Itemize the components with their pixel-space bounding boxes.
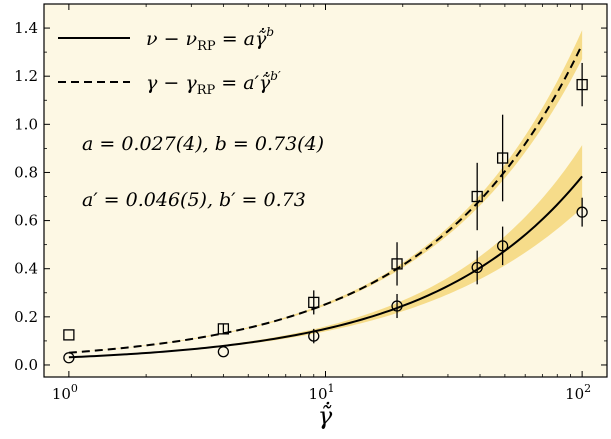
x-tick-exponent: 1 <box>328 382 335 395</box>
legend-text-part: ν − ν <box>146 28 198 50</box>
legend-text-part: = a′ <box>215 72 259 94</box>
data-point-square <box>471 190 483 203</box>
legend: ν − νRP = aγ̃̇bγ − γRP = a′γ̃̇b′ <box>58 25 281 98</box>
x-tick-label: 102 <box>565 382 591 403</box>
y-tick-label: 0.0 <box>14 356 38 374</box>
legend-text-part: b <box>266 25 274 39</box>
x-tick-exponent: 2 <box>584 382 591 395</box>
data-point-circle <box>63 352 75 364</box>
fit-line-1 <box>68 175 583 359</box>
data-point-circle <box>496 240 509 252</box>
data-point-circle <box>217 346 230 358</box>
data-point-square <box>496 152 509 164</box>
legend-text-part: RP <box>197 83 216 98</box>
x-tick-label: 100 <box>52 382 78 403</box>
data-point-circle <box>471 261 483 274</box>
legend-text-part: γ̃̇ <box>255 27 267 50</box>
data-point-square <box>576 78 588 91</box>
x-tick-exponent: 0 <box>71 382 78 395</box>
legend-text-part: γ̃̇ <box>259 71 271 94</box>
y-tick-label: 0.8 <box>14 163 38 181</box>
y-tick-label: 1.4 <box>14 19 38 37</box>
legend-text-part: b′ <box>270 69 281 83</box>
legend-label-1: ν − νRP = aγ̃̇b <box>146 25 274 54</box>
data-point-square <box>391 258 403 270</box>
annotation-1: a = 0.027(4), b = 0.73(4) <box>82 133 324 155</box>
y-tick-label: 1.0 <box>14 115 38 133</box>
legend-text-part: RP <box>197 39 216 54</box>
data-point-square <box>63 329 75 341</box>
annotation-2: a′ = 0.046(5), b′ = 0.73 <box>82 189 306 211</box>
data-point-circle <box>391 300 403 312</box>
data-point-circle <box>308 330 320 342</box>
x-axis-label: γ̃̇ <box>318 401 333 430</box>
fit-line-2 <box>68 44 584 354</box>
data-point-square <box>217 323 230 335</box>
legend-text-part: γ − γ <box>146 72 197 94</box>
x-tick-label: 101 <box>308 382 334 403</box>
y-tick-label: 1.2 <box>14 67 38 85</box>
y-tick-label: 0.2 <box>14 308 38 326</box>
plot-background <box>44 4 607 377</box>
y-tick-label: 0.6 <box>14 212 38 230</box>
y-tick-label: 0.4 <box>14 260 38 278</box>
legend-label-2: γ − γRP = a′γ̃̇b′ <box>146 69 281 98</box>
data-point-square <box>308 296 320 309</box>
data-point-circle <box>576 206 588 218</box>
legend-text-part: = a <box>216 28 255 50</box>
